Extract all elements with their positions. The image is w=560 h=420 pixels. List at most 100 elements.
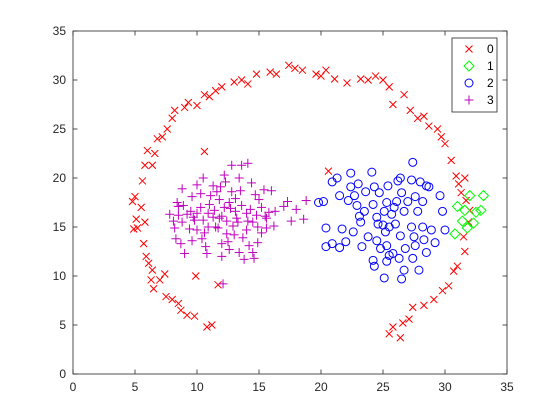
data-point [177,217,187,227]
data-point [206,191,216,201]
data-point [451,200,464,213]
legend-marker [464,78,474,88]
data-point [322,66,330,75]
data-point [318,197,328,207]
data-point [341,237,351,247]
data-point [357,242,367,252]
legend-label: 1 [487,59,494,73]
x-tick-label: 10 [190,380,204,394]
data-point [163,125,172,133]
legend-marker [465,45,473,53]
data-point [426,225,436,235]
data-point [170,106,179,115]
data-point [346,182,356,192]
y-tick-label: 0 [59,367,66,381]
data-point [211,222,221,232]
data-point [369,261,379,271]
data-point [291,64,299,73]
data-point [343,196,353,206]
data-point [203,323,211,331]
data-point [266,186,276,196]
data-point [228,221,238,231]
data-point [406,106,415,115]
data-point [219,202,229,212]
y-tick-label: 20 [53,171,67,185]
data-point [405,315,413,323]
data-point [460,174,469,182]
data-point [475,204,487,217]
data-point [385,83,394,91]
data-point [256,202,266,212]
x-tick-label: 5 [132,380,139,394]
data-point [435,191,445,201]
data-point [254,195,264,205]
data-point [453,262,462,271]
data-point [171,234,181,244]
data-point [209,205,219,215]
data-point [150,149,159,158]
data-point [217,239,227,249]
data-point [414,265,424,275]
data-point [291,204,301,214]
data-point [363,232,373,242]
data-point [148,266,157,274]
data-point [201,242,211,252]
data-point [335,191,345,201]
data-point [407,222,417,232]
data-point [373,219,383,229]
data-point [213,223,223,233]
data-point [233,217,243,227]
data-point [383,181,393,191]
data-point [438,286,447,295]
data-point [335,243,345,253]
data-point [353,179,363,189]
data-point [142,252,151,261]
data-point [429,295,438,304]
data-point [141,161,149,170]
data-point [208,321,216,329]
data-point [361,187,371,197]
data-point [186,206,196,216]
data-point [172,198,182,207]
data-point [393,176,403,186]
data-point [253,238,263,248]
plot-area [73,31,507,374]
data-point [399,206,409,216]
legend-label: 2 [487,76,494,90]
legend-label: 0 [487,42,494,56]
data-point [440,225,450,235]
legend-marker [464,95,474,105]
data-point [459,232,468,241]
data-point [343,79,351,87]
data-point [384,222,394,232]
data-point [132,215,141,224]
data-point [242,225,252,235]
data-point [390,219,400,229]
data-point [477,189,490,202]
data-point [249,253,259,263]
x-tick-label: 0 [70,380,77,394]
data-point [178,200,188,210]
data-point [237,200,247,210]
data-point [232,213,242,223]
x-tick-label: 20 [314,380,328,394]
series-0 [128,61,474,342]
data-point [266,68,275,77]
data-point [235,186,245,196]
data-point [238,233,248,243]
data-point [470,206,482,219]
data-point [230,78,239,86]
data-point [396,333,405,342]
data-point [459,204,471,217]
data-point [449,267,458,275]
data-point [217,251,227,261]
data-point [198,173,208,183]
data-point [174,299,183,308]
data-point [177,306,185,315]
data-point [214,195,224,205]
data-point [394,253,404,263]
series-3 [165,158,311,289]
data-point [456,215,469,227]
data-point [176,239,186,249]
